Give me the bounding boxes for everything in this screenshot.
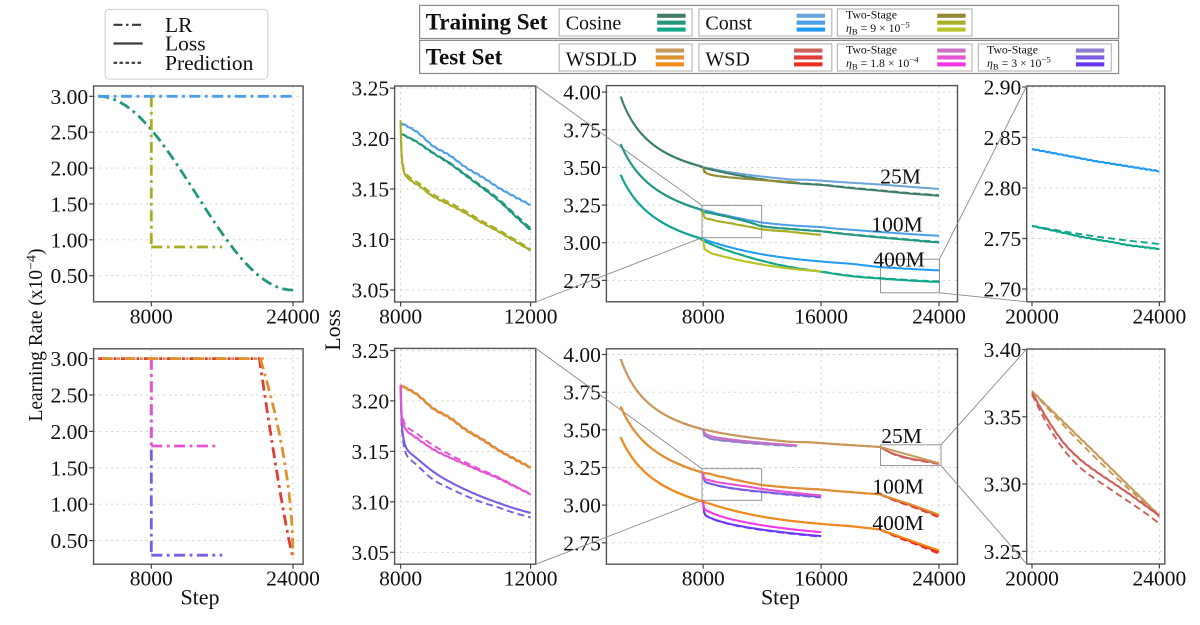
svg-text:12000: 12000 (504, 305, 558, 329)
svg-text:400M: 400M (873, 248, 924, 272)
svg-text:1.50: 1.50 (50, 192, 88, 216)
svg-text:2.80: 2.80 (984, 177, 1022, 201)
svg-text:12000: 12000 (504, 567, 558, 591)
svg-text:8000: 8000 (682, 304, 725, 328)
svg-text:3.05: 3.05 (351, 278, 389, 302)
svg-text:4.00: 4.00 (563, 81, 601, 105)
svg-text:3.25: 3.25 (563, 194, 601, 218)
svg-text:Loss: Loss (320, 309, 345, 351)
svg-text:24000: 24000 (266, 304, 320, 328)
svg-text:3.25: 3.25 (351, 339, 389, 363)
svg-text:8000: 8000 (130, 567, 173, 591)
svg-text:3.05: 3.05 (351, 541, 389, 565)
svg-text:16000: 16000 (794, 567, 848, 591)
svg-text:3.10: 3.10 (351, 490, 389, 514)
svg-text:Cosine: Cosine (566, 13, 622, 35)
svg-text:0.50: 0.50 (50, 529, 88, 553)
svg-text:20000: 20000 (1005, 304, 1059, 328)
svg-text:Learning Rate (x10−4): Learning Rate (x10−4) (25, 248, 48, 421)
svg-text:100M: 100M (871, 213, 922, 237)
svg-text:3.00: 3.00 (50, 347, 88, 371)
svg-text:24000: 24000 (1133, 567, 1187, 591)
svg-text:3.25: 3.25 (984, 540, 1022, 564)
svg-text:3.00: 3.00 (563, 231, 601, 255)
svg-text:Const: Const (705, 13, 752, 35)
svg-text:Training Set: Training Set (426, 9, 548, 34)
svg-text:2.90: 2.90 (984, 75, 1022, 99)
svg-text:2.50: 2.50 (50, 384, 88, 408)
svg-text:3.75: 3.75 (563, 381, 601, 405)
svg-text:400M: 400M (872, 511, 923, 535)
svg-text:2.50: 2.50 (50, 121, 88, 145)
svg-text:Test Set: Test Set (426, 44, 503, 69)
svg-text:2.85: 2.85 (984, 126, 1022, 150)
svg-text:2.70: 2.70 (984, 278, 1022, 302)
svg-text:3.15: 3.15 (351, 178, 389, 202)
svg-text:3.50: 3.50 (563, 156, 601, 180)
svg-text:Step: Step (761, 585, 800, 610)
svg-text:100M: 100M (872, 475, 923, 499)
svg-text:2.75: 2.75 (984, 227, 1022, 251)
svg-text:ηB = 3 × 10−5: ηB = 3 × 10−5 (987, 55, 1051, 72)
svg-text:0.50: 0.50 (50, 264, 88, 288)
svg-text:25M: 25M (880, 165, 921, 189)
svg-text:4.00: 4.00 (563, 343, 601, 367)
svg-text:3.10: 3.10 (351, 228, 389, 252)
svg-text:2.00: 2.00 (50, 157, 88, 181)
svg-text:24000: 24000 (912, 567, 966, 591)
svg-text:ηB = 1.8 × 10−4: ηB = 1.8 × 10−4 (846, 55, 919, 72)
svg-text:1.50: 1.50 (50, 456, 88, 480)
svg-text:ηB = 9 × 10−5: ηB = 9 × 10−5 (846, 20, 910, 37)
svg-text:8000: 8000 (379, 567, 422, 591)
svg-text:3.75: 3.75 (563, 118, 601, 142)
svg-text:1.00: 1.00 (50, 228, 88, 252)
svg-text:LR: LR (165, 13, 193, 37)
svg-text:24000: 24000 (1133, 304, 1187, 328)
svg-text:16000: 16000 (794, 304, 848, 328)
svg-text:WSDLD: WSDLD (566, 49, 637, 71)
svg-text:20000: 20000 (1005, 567, 1059, 591)
svg-text:Two-Stage: Two-Stage (846, 7, 897, 21)
svg-text:8000: 8000 (379, 305, 422, 329)
svg-text:3.00: 3.00 (563, 494, 601, 518)
svg-text:3.50: 3.50 (563, 418, 601, 442)
svg-text:Two-Stage: Two-Stage (846, 42, 897, 56)
svg-text:2.00: 2.00 (50, 420, 88, 444)
svg-text:3.40: 3.40 (984, 338, 1022, 362)
svg-text:8000: 8000 (682, 567, 725, 591)
svg-text:3.00: 3.00 (50, 85, 88, 109)
svg-text:8000: 8000 (130, 304, 173, 328)
svg-text:Two-Stage: Two-Stage (987, 42, 1038, 56)
svg-text:3.35: 3.35 (984, 405, 1022, 429)
svg-text:Prediction: Prediction (165, 51, 254, 75)
svg-text:3.20: 3.20 (351, 389, 389, 413)
svg-text:Step: Step (180, 585, 219, 610)
svg-text:24000: 24000 (912, 304, 966, 328)
svg-text:25M: 25M (881, 424, 922, 448)
svg-text:3.15: 3.15 (351, 440, 389, 464)
svg-text:3.20: 3.20 (351, 127, 389, 151)
svg-text:24000: 24000 (266, 567, 320, 591)
svg-text:3.25: 3.25 (351, 77, 389, 101)
svg-text:3.25: 3.25 (563, 456, 601, 480)
svg-text:3.30: 3.30 (984, 473, 1022, 497)
svg-text:WSD: WSD (705, 49, 749, 71)
svg-text:1.00: 1.00 (50, 493, 88, 517)
svg-text:Loss: Loss (165, 32, 206, 56)
